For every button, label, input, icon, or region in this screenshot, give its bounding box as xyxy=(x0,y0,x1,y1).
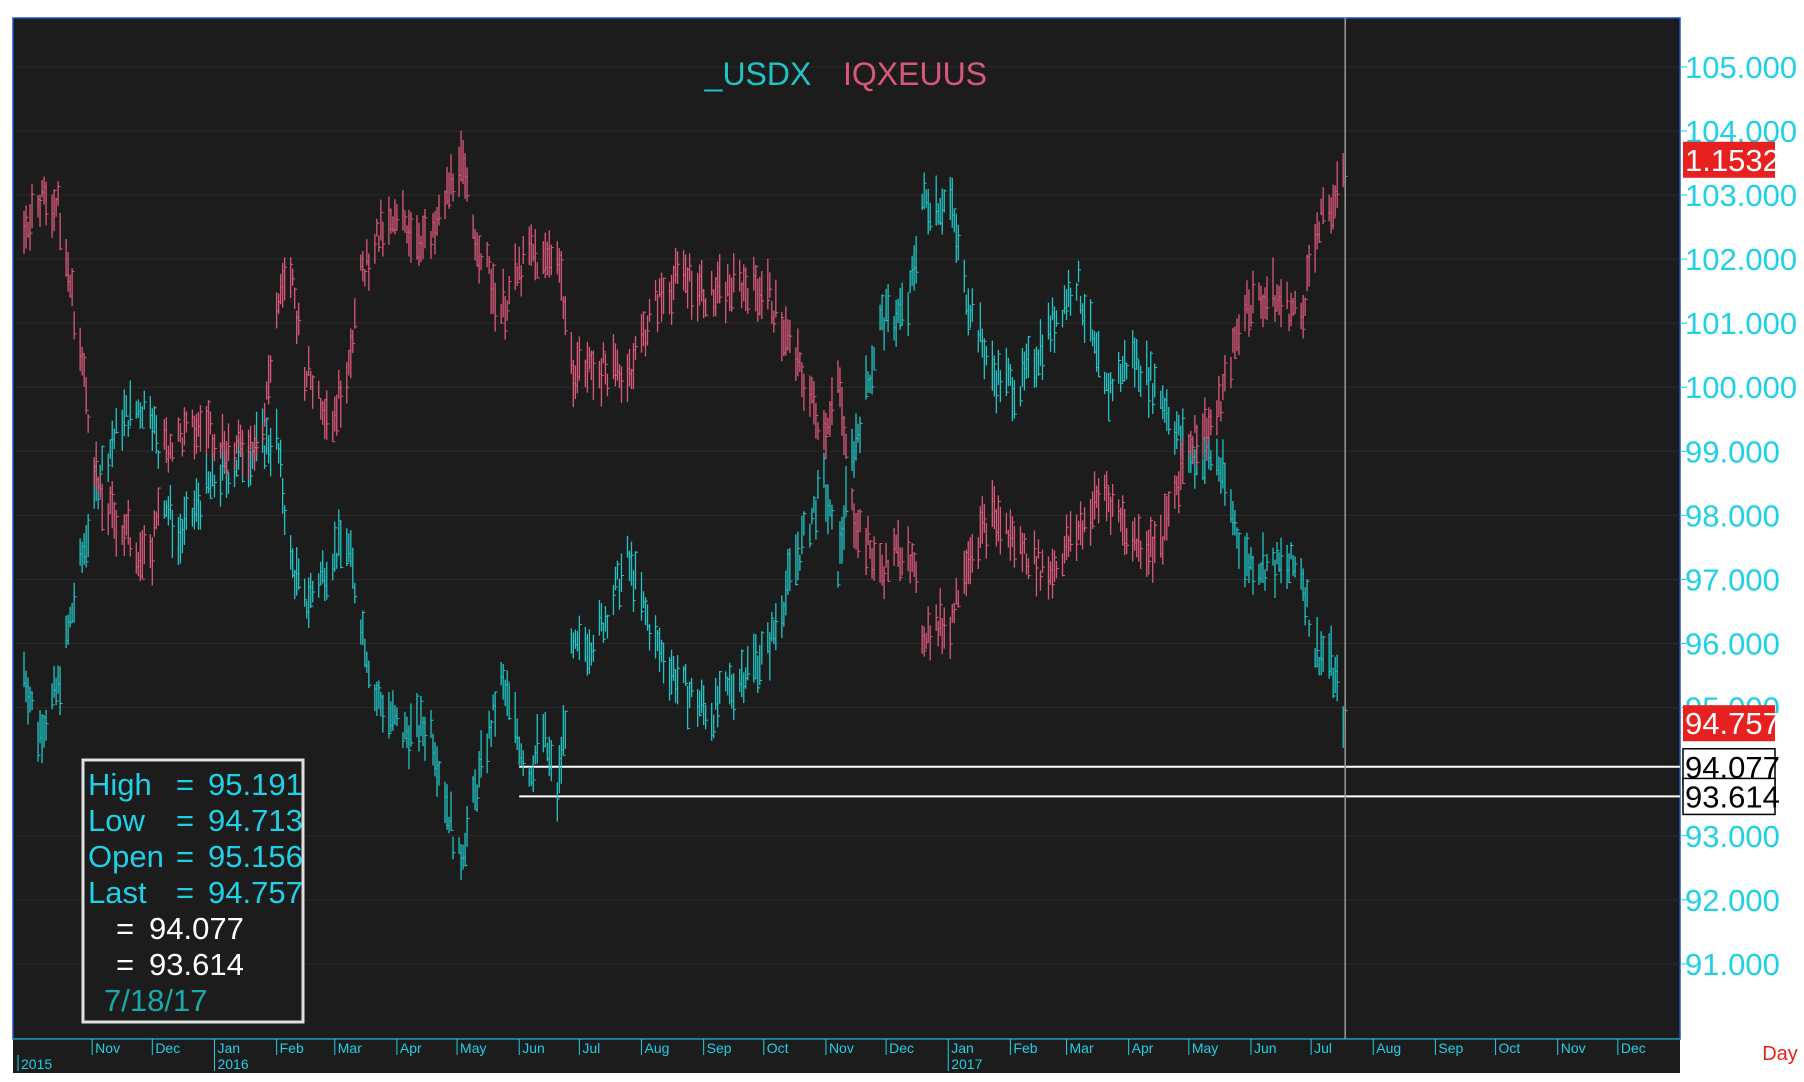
price-tag-label-1: 94.757 xyxy=(1685,706,1780,741)
x-month-label-5: Apr xyxy=(400,1040,422,1056)
series-iqxeuus xyxy=(23,130,1348,661)
line-tag-label-1: 93.614 xyxy=(1685,779,1780,814)
x-month-label-3: Feb xyxy=(280,1040,304,1056)
x-axis: Nov Dec Jan Feb Mar Apr May Jun Jul Aug Sep Oct Nov D… xyxy=(13,1038,1680,1073)
x-month-label-17: Apr xyxy=(1132,1040,1154,1056)
x-month-label-2: Jan xyxy=(217,1040,240,1056)
info-open-label: Open xyxy=(88,839,164,874)
legend-series-usdx: _USDX xyxy=(704,56,812,92)
y-axis: 105.000104.000103.000102.000101.000100.0… xyxy=(1680,18,1804,1039)
x-month-label-9: Aug xyxy=(645,1040,670,1056)
x-month-label-15: Feb xyxy=(1013,1040,1037,1056)
info-low-label: Low xyxy=(88,803,145,838)
x-month-label-4: Mar xyxy=(338,1040,362,1056)
x-month-label-8: Jul xyxy=(582,1040,600,1056)
info-box: High = 95.191 Low = 94.713 Open = 95.156… xyxy=(81,758,305,1024)
price-tag-bg-0 xyxy=(1683,141,1775,178)
y-tick-label-3: 102.000 xyxy=(1685,242,1797,277)
x-month-label-6: May xyxy=(460,1040,486,1056)
x-year-label-2: 2017 xyxy=(951,1056,982,1072)
x-month-label-22: Sep xyxy=(1438,1040,1463,1056)
info-last-label: Last xyxy=(88,875,147,910)
x-month-label-1: Dec xyxy=(155,1040,180,1056)
x-month-label-14: Jan xyxy=(951,1040,974,1056)
info-open-value: 95.156 xyxy=(208,839,303,874)
info-last-eq: = xyxy=(176,875,194,910)
x-month-label-25: Dec xyxy=(1621,1040,1646,1056)
y-tick-label-5: 100.000 xyxy=(1685,370,1797,405)
info-line2-value: 93.614 xyxy=(149,947,244,982)
y-tick-label-6: 99.000 xyxy=(1685,434,1780,469)
y-tick-label-9: 96.000 xyxy=(1685,627,1780,662)
x-year-label-0: 2015 xyxy=(21,1056,52,1072)
info-box-frame xyxy=(81,758,305,1024)
x-axis-strip xyxy=(13,1039,1680,1073)
y-tick-label-2: 103.000 xyxy=(1685,178,1797,213)
x-month-label-16: Mar xyxy=(1070,1040,1094,1056)
x-month-label-18: May xyxy=(1192,1040,1218,1056)
info-line1-eq: = xyxy=(116,911,134,946)
x-month-label-11: Oct xyxy=(767,1040,789,1056)
y-tick-label-12: 92.000 xyxy=(1685,883,1780,918)
x-month-label-10: Sep xyxy=(707,1040,732,1056)
x-month-label-24: Nov xyxy=(1561,1040,1586,1056)
price-tag-bg-1 xyxy=(1683,705,1775,742)
series-layer xyxy=(23,130,1348,880)
y-tick-label-0: 105.000 xyxy=(1685,50,1797,85)
info-line2-eq: = xyxy=(116,947,134,982)
info-high-label: High xyxy=(88,767,152,802)
y-tick-label-7: 98.000 xyxy=(1685,498,1780,533)
x-month-label-13: Dec xyxy=(889,1040,914,1056)
info-low-eq: = xyxy=(176,803,194,838)
horizontal-lines-layer xyxy=(519,765,1680,798)
x-month-label-19: Jun xyxy=(1254,1040,1277,1056)
y-axis-background xyxy=(1683,18,1804,1039)
x-month-label-0: Nov xyxy=(95,1040,120,1056)
y-tick-label-8: 97.000 xyxy=(1685,562,1780,597)
info-high-value: 95.191 xyxy=(208,767,303,802)
price-tag-label-0: 1.1532 xyxy=(1685,143,1780,178)
info-high-eq: = xyxy=(176,767,194,802)
legend: _USDX IQXEUUS xyxy=(704,56,987,92)
info-open-eq: = xyxy=(176,839,194,874)
line-tag-bg-1 xyxy=(1682,777,1776,816)
x-year-label-1: 2016 xyxy=(217,1056,248,1072)
y-tick-label-4: 101.000 xyxy=(1685,306,1797,341)
x-month-label-12: Nov xyxy=(829,1040,854,1056)
info-line1-value: 94.077 xyxy=(149,911,244,946)
x-month-label-21: Aug xyxy=(1376,1040,1401,1056)
y-tick-label-13: 91.000 xyxy=(1685,947,1780,982)
x-month-label-23: Oct xyxy=(1499,1040,1521,1056)
info-last-value: 94.757 xyxy=(208,875,303,910)
interval-label[interactable]: Day xyxy=(1762,1043,1798,1065)
x-month-label-20: Jul xyxy=(1314,1040,1332,1056)
x-month-label-7: Jun xyxy=(522,1040,545,1056)
info-date: 7/18/17 xyxy=(104,983,207,1018)
info-low-value: 94.713 xyxy=(208,803,303,838)
legend-series-iqxeuus: IQXEUUS xyxy=(843,56,987,92)
y-tick-label-11: 93.000 xyxy=(1685,819,1780,854)
series-usdx xyxy=(23,172,1348,880)
